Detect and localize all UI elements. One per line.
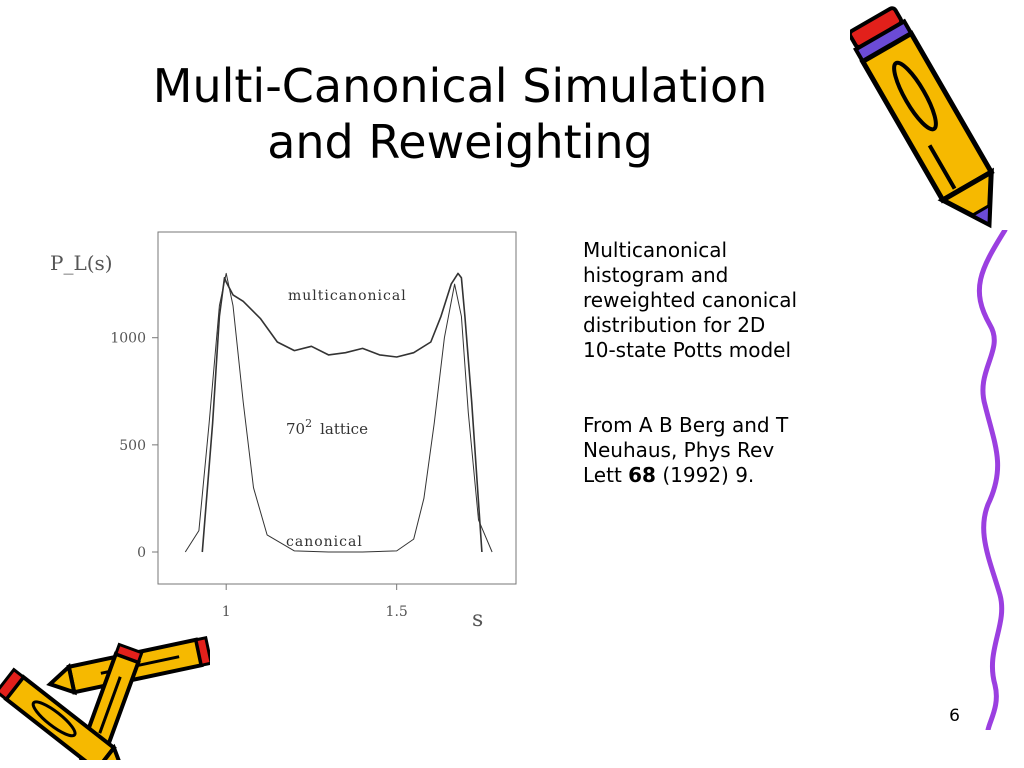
caption-line: Multicanonical xyxy=(583,238,728,262)
reference-suffix: (1992) 9. xyxy=(655,463,755,487)
annotation-lattice: 702 lattice xyxy=(286,417,368,438)
caption-line: histogram and xyxy=(583,263,729,287)
caption-line: 10-state Potts model xyxy=(583,338,792,362)
pencil-clipart-icon xyxy=(850,6,995,229)
caption: Multicanonical histogram and reweighted … xyxy=(583,238,843,488)
plot-curves xyxy=(184,272,493,553)
plot-border xyxy=(157,231,517,585)
caption-line: reweighted canonical xyxy=(583,288,798,312)
title-line-2: and Reweighting xyxy=(267,115,653,169)
tick-labels: 1000 500 0 1 1.5 xyxy=(110,331,407,620)
series-line-multicanonical xyxy=(201,272,483,553)
annotation-multicanonical: multicanonical xyxy=(288,288,407,304)
reference-line: Neuhaus, Phys Rev xyxy=(583,438,775,462)
y-tick-label: 500 xyxy=(119,438,146,454)
x-tick-label: 1.5 xyxy=(386,604,408,620)
reference-volume: 68 xyxy=(628,463,656,487)
histogram-figure: P_L(s) s 1000 500 0 1 1.5 multicanonical 702… xyxy=(50,231,517,632)
y-tick-label: 1000 xyxy=(110,331,146,347)
squiggle-decoration-icon xyxy=(976,230,1008,730)
reference-line: From A B Berg and T xyxy=(583,413,789,437)
plot-frame xyxy=(157,231,517,585)
reference-line: Lett 68 (1992) 9. xyxy=(583,463,843,488)
lattice-base: 70 xyxy=(286,420,305,438)
y-axis-label: P_L(s) xyxy=(50,251,113,275)
series-line-canonical xyxy=(184,272,493,553)
annotation-canonical: canonical xyxy=(286,534,363,550)
lattice-exponent: 2 xyxy=(305,417,312,430)
page-number: 6 xyxy=(949,706,960,726)
slide-title: Multi-Canonical Simulation and Reweighti… xyxy=(60,58,860,170)
x-axis-label: s xyxy=(472,607,483,632)
y-tick-label: 0 xyxy=(137,545,146,561)
caption-line: distribution for 2D xyxy=(583,313,766,337)
x-tick-label: 1 xyxy=(222,604,231,620)
title-line-1: Multi-Canonical Simulation xyxy=(152,59,768,113)
lattice-word: lattice xyxy=(320,420,368,438)
reference-prefix: Lett xyxy=(583,463,629,487)
crossed-pencils-icon xyxy=(0,635,210,760)
